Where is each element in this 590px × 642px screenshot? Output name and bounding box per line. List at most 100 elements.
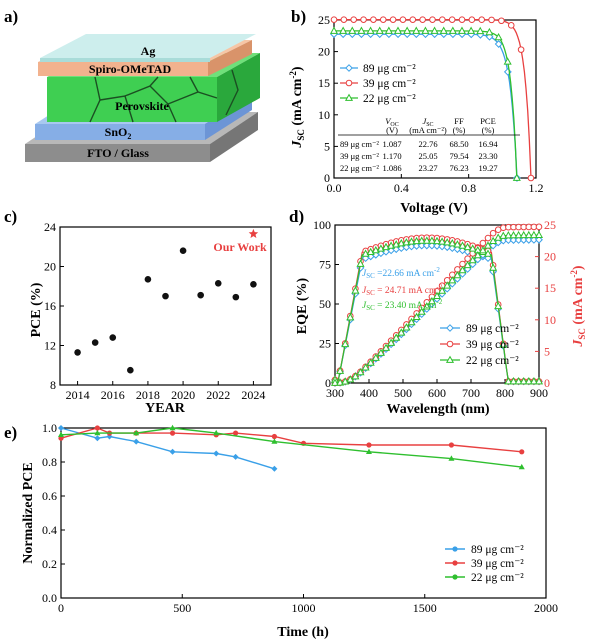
table-cell-ff: 68.50	[449, 139, 468, 149]
jsc-point	[432, 291, 442, 300]
legend-marker	[345, 79, 353, 87]
pce-point	[91, 339, 99, 346]
eqe-point	[402, 238, 411, 246]
y-tick-label: 5	[324, 139, 330, 153]
pce-point	[250, 280, 257, 288]
stability-point	[271, 438, 278, 444]
y-tick-label: 0.0	[42, 591, 57, 605]
eqe-point	[443, 238, 452, 246]
jv-point	[507, 22, 515, 29]
stability-plot: 0 500 1000 1500 2000 0.0 0.2 0.4 0.6 0.8 1.0 89 μg …	[42, 421, 558, 615]
x-tick-label: 500	[173, 601, 191, 615]
legend-marker	[345, 64, 353, 72]
eqe-ylabel: EQE (%)	[295, 277, 310, 334]
jsc-point	[438, 286, 447, 294]
panel-a: a) FTO / Glass SnO2 Perovskite Spiro-OMe…	[4, 7, 260, 162]
layer-label-ag: Ag	[141, 44, 156, 58]
eqe-point	[504, 376, 513, 385]
x-tick-label: 2024	[241, 388, 265, 402]
table-header-jsc: JSC	[422, 116, 433, 128]
table-cell-jsc: 23.27	[418, 163, 437, 173]
eqe-annotation-22: JSC = 23.40 mA cm-2	[362, 298, 443, 312]
table-cell-voc: 1.170	[382, 151, 401, 161]
stability-point	[213, 450, 220, 457]
our-work-star	[248, 228, 259, 238]
table-cell-pce: 23.30	[478, 151, 497, 161]
jv-point	[478, 16, 486, 24]
x-tick-label: 800	[496, 386, 514, 400]
eqe-point	[448, 239, 457, 247]
jsc-point	[341, 377, 350, 385]
jsc-point	[371, 353, 380, 361]
table-cell-jsc: 25.05	[418, 151, 437, 161]
pce-point	[162, 292, 169, 300]
eqe-point	[529, 376, 538, 385]
jsc-point	[397, 328, 406, 336]
x-tick-label: 0.4	[394, 181, 409, 195]
jv-point	[458, 16, 466, 23]
jsc-point	[361, 363, 370, 371]
jv-point	[439, 16, 446, 23]
jsc-point	[529, 235, 538, 244]
eqe-point	[346, 312, 355, 321]
layer-fto-front	[25, 144, 210, 162]
stability-point	[169, 430, 176, 436]
layer-ag-front	[40, 58, 210, 62]
table-cell-ff: 76.23	[449, 163, 468, 173]
jsc-point	[443, 281, 452, 289]
panel-e: e) 0 500 1000 1500 2000 0.0 0.2 0.4 0.6 0.8 1.0 89 …	[4, 421, 558, 640]
x-tick-label: 0.0	[327, 181, 342, 195]
jv-point	[527, 174, 535, 182]
y-tick-label: 25	[318, 13, 330, 27]
legend-label: 22 μg cm⁻²	[466, 355, 519, 367]
panel-label-a: a)	[4, 7, 18, 26]
jv-point	[430, 26, 439, 34]
eqe-point	[422, 241, 431, 250]
jv-point	[429, 16, 436, 23]
stability-point	[448, 442, 455, 448]
eqe-point	[407, 237, 416, 245]
jv-point	[512, 173, 521, 181]
jsc-point	[534, 230, 544, 239]
eqe-point	[356, 259, 365, 267]
jsc-point	[463, 260, 472, 269]
eqe-point	[509, 376, 518, 385]
table-header-ff: FF	[454, 116, 464, 126]
stability-point	[213, 429, 220, 436]
stability-point	[94, 429, 101, 436]
x-tick-label: 1.2	[529, 181, 544, 195]
jsc-point	[524, 235, 533, 244]
layer-label-perovskite: Perovskite	[115, 99, 169, 113]
eqe-point	[341, 339, 350, 348]
y2-tick-label: 15	[544, 281, 556, 295]
eqe-point	[336, 366, 345, 374]
pce-point	[74, 349, 81, 356]
eqe-point	[494, 301, 503, 310]
legend-marker	[446, 324, 454, 332]
jv-point	[389, 16, 397, 23]
jsc-point	[473, 255, 482, 264]
x-tick-label: 0	[58, 601, 64, 615]
x-tick-label: 1500	[413, 601, 437, 615]
legend-marker	[452, 560, 458, 566]
x-tick-label: 0.8	[461, 181, 476, 195]
jsc-point	[489, 229, 497, 237]
table-row: 89 μg cm⁻² 1.087 22.76 68.50 16.94	[340, 139, 498, 149]
jv-point	[370, 16, 377, 23]
eqe-point	[489, 263, 498, 271]
jsc-point	[535, 235, 543, 244]
legend-marker	[452, 546, 458, 552]
eqe-point	[438, 237, 447, 245]
panel-b: b) 0.0 0.4 0.8 1.2 0 5 10 15 20 25 89 μg cm⁻² 39 μg…	[288, 7, 544, 216]
jv-point	[439, 26, 448, 34]
jsc-point	[417, 307, 426, 315]
jsc-point	[499, 231, 508, 239]
y-tick-label: 100	[313, 218, 331, 232]
jsc-point	[519, 236, 528, 244]
panel-label-e: e)	[4, 423, 17, 442]
jsc-point	[453, 270, 462, 279]
panel-d: d) 300 400 500 600 700 800 9000255075100051015…	[289, 207, 587, 417]
layer-label-fto: FTO / Glass	[87, 146, 149, 160]
jsc-point	[376, 348, 385, 356]
table-cell-ff: 79.54	[449, 151, 469, 161]
